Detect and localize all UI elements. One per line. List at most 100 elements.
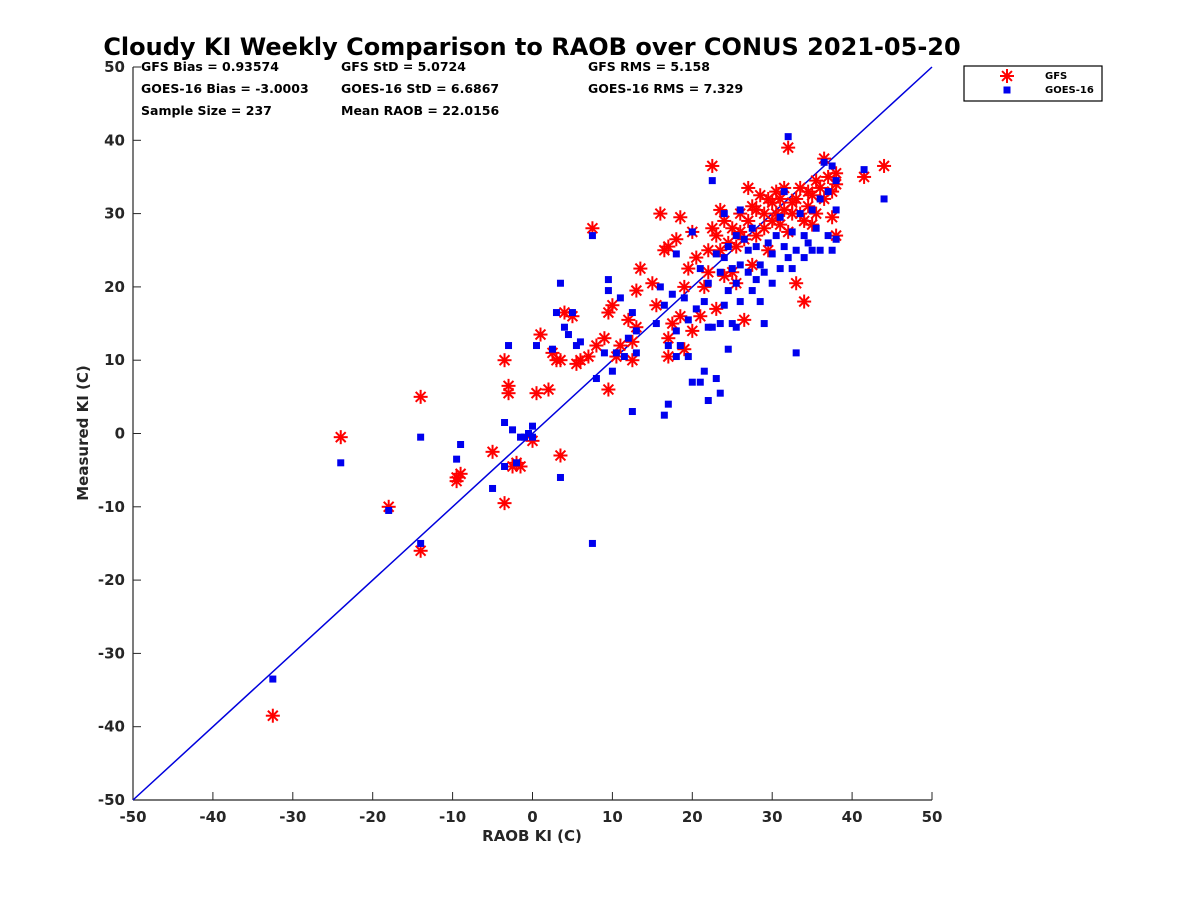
goes16-point [564,331,572,339]
goes16-point [736,206,744,214]
goes16-point [556,279,564,287]
gfs-point [789,276,804,291]
legend-goes16-label: GOES-16 [1045,85,1094,96]
goes16-point [600,349,608,357]
goes16-point [692,305,700,313]
goes16-point [612,349,620,357]
gfs-point [673,309,688,324]
gfs-point [677,279,692,294]
goes16-point [720,301,728,309]
stat-goes-bias: GOES-16 Bias = -3.0003 [141,81,309,96]
goes16-point [768,279,776,287]
x-tick-label: 10 [602,808,623,826]
goes16-point [724,345,732,353]
gfs-point [701,265,716,280]
series-gfs [265,140,892,723]
goes16-point [676,342,684,350]
gfs-point [553,448,568,463]
goes16-point [457,440,465,448]
goes16-point [796,210,804,218]
goes16-point [724,287,732,295]
goes16-point [608,367,616,375]
goes16-point [660,411,668,419]
x-tick-label: -20 [359,808,386,826]
goes16-point [720,210,728,218]
x-tick-label: -50 [119,808,146,826]
goes16-point [624,334,632,342]
goes16-point [529,422,536,430]
goes16-point [788,265,796,273]
y-tick-label: 10 [104,351,125,369]
goes16-point [732,232,740,240]
legend-goes16-marker [1003,86,1011,94]
goes16-point [824,188,832,196]
gfs-point [501,386,516,401]
goes16-point [704,279,712,287]
gfs-point [661,349,676,364]
goes16-point [760,268,768,276]
goes16-point [588,539,596,547]
goes16-point [732,279,740,287]
gfs-point [797,294,812,309]
goes16-point [672,250,680,258]
gfs-point [709,228,724,243]
x-tick-labels: -50 -40 -30 -20 -10 0 10 20 30 40 50 [119,808,942,826]
goes16-point [792,246,800,254]
gfs-point [497,353,512,368]
goes16-point [800,254,808,262]
goes16-point [269,675,277,683]
goes16-point [628,408,636,416]
gfs-point [633,261,648,276]
x-axis-label: RAOB KI (C) [482,827,582,845]
legend-gfs-marker [1000,69,1014,83]
goes16-point [588,232,596,240]
goes16-point [756,298,764,306]
gfs-point [613,338,628,353]
y-tick-label: 40 [104,131,125,149]
goes16-point [812,224,820,232]
goes16-point [808,246,816,254]
gfs-point [681,261,696,276]
x-tick-label: 20 [682,808,703,826]
gfs-point [741,213,756,228]
goes16-point [664,400,672,408]
goes16-point [620,353,628,361]
goes16-point [768,250,776,258]
goes16-point [832,206,840,214]
legend: GFS GOES-16 [963,65,1103,102]
goes16-point [724,243,732,251]
goes16-point [517,433,525,441]
goes16-point [453,455,461,463]
gfs-point [705,158,720,173]
goes16-point [832,177,840,185]
goes16-point [680,294,688,302]
goes16-point [760,320,768,328]
goes16-point [708,323,716,331]
gfs-point [581,349,596,364]
gfs-point [709,301,724,316]
gfs-point [529,386,544,401]
chart-title: Cloudy KI Weekly Comparison to RAOB over… [103,33,960,61]
y-tick-labels: 50 40 30 20 10 0 -10 -20 -30 -40 -50 [98,58,125,809]
goes16-point [776,213,784,221]
goes16-point [716,389,724,397]
y-tick-label: 20 [104,278,125,296]
goes16-point [828,246,836,254]
goes16-point [337,459,345,467]
goes16-point [501,419,509,427]
x-tick-label: -40 [199,808,226,826]
goes16-point [740,235,748,243]
goes16-point [776,265,784,273]
gfs-point [745,257,760,272]
goes16-point [736,261,744,269]
gfs-point [857,169,872,184]
x-tick-label: 0 [527,808,537,826]
goes16-point [688,378,696,386]
gfs-point [789,191,804,206]
gfs-point [741,180,756,195]
goes16-point [832,235,840,243]
goes16-point [744,246,752,254]
goes16-point [696,378,704,386]
goes16-point [560,323,568,331]
goes16-point [736,298,744,306]
